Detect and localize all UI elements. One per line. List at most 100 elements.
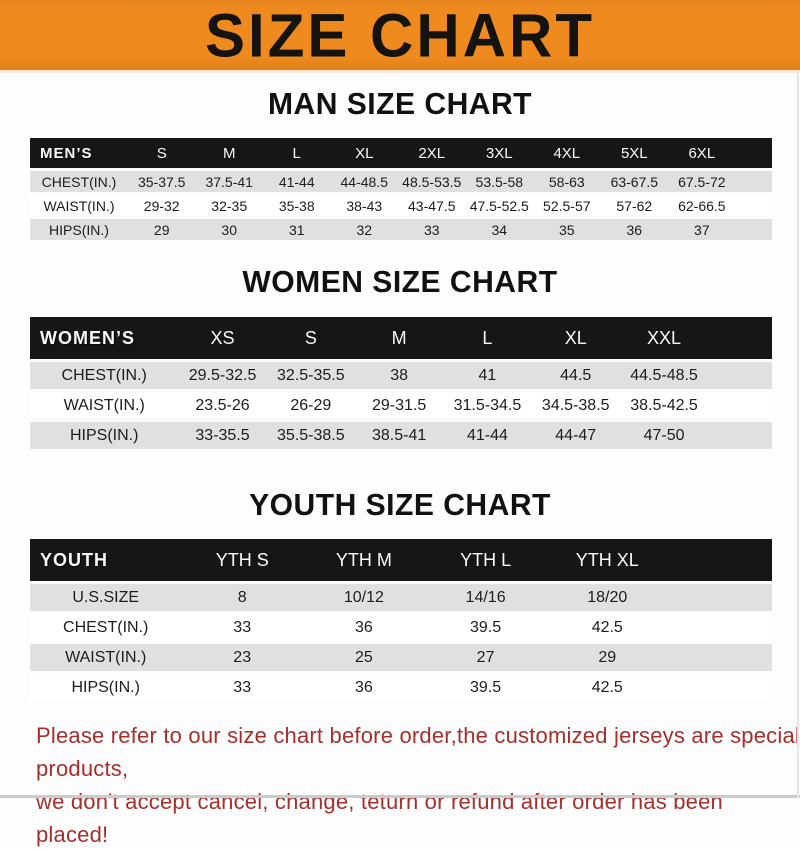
row-label: CHEST(IN.)	[63, 618, 149, 636]
size-col-header: XL	[355, 144, 374, 162]
men-chest-row: CHEST(IN.) 35-37.5 37.5-41 41-44 44-48.5…	[30, 171, 772, 192]
size-cell: 41	[478, 366, 497, 384]
size-cell: 35-37.5	[137, 173, 186, 190]
size-col-header: YTH L	[460, 549, 512, 570]
spacer-cell	[708, 317, 772, 359]
row-label: WAIST(IN.)	[63, 396, 145, 414]
size-cell: 39.5	[470, 618, 502, 636]
row-label: WAIST(IN.)	[43, 197, 115, 214]
men-section-heading: MAN SIZE CHART	[267, 86, 533, 121]
youth-table-title: YOUTH	[40, 549, 108, 570]
size-cell: 42.5	[591, 618, 623, 636]
size-cell: 33	[233, 618, 252, 636]
size-col-header: 2XL	[418, 144, 446, 162]
size-cell: 53.5-58	[475, 173, 524, 190]
size-cell: 18/20	[587, 588, 628, 606]
women-chest-row: CHEST(IN.) 29.5-32.5 32.5-35.5 38 41 44.…	[30, 362, 772, 389]
men-table-header-row: MEN’S S M L XL 2XL 3XL 4XL 5XL 6XL	[30, 138, 772, 168]
row-label: WAIST(IN.)	[65, 648, 147, 666]
size-col-header: 5XL	[620, 144, 648, 162]
spacer-cell	[668, 584, 772, 611]
size-cell: 52.5-57	[543, 197, 591, 214]
youth-waist-row: WAIST(IN.) 23 25 27 29	[30, 644, 772, 671]
row-label: CHEST(IN.)	[41, 173, 117, 190]
youth-hips-row: HIPS(IN.) 33 36 39.5 42.5	[30, 674, 772, 701]
size-col-header: L	[292, 144, 301, 162]
size-cell: 35	[559, 221, 575, 238]
size-cell: 31	[288, 221, 305, 238]
size-col-header: S	[304, 327, 317, 348]
size-cell: 48.5-53.5	[402, 173, 462, 190]
size-col-header: XL	[564, 327, 587, 348]
size-cell: 32-35	[211, 197, 248, 214]
size-cell: 67.5-72	[678, 173, 726, 190]
size-cell: 8	[237, 588, 247, 606]
size-cell: 33-35.5	[195, 426, 250, 444]
size-cell: 14/16	[465, 588, 506, 606]
bottom-edge-line	[0, 795, 800, 798]
women-size-table: WOMEN’S XS S M L XL XXL CHEST(IN.) 29.5-…	[30, 314, 772, 452]
size-cell: 47.5-52.5	[469, 197, 529, 214]
size-col-header: YTH M	[335, 549, 392, 570]
size-cell: 44.5-48.5	[630, 366, 698, 384]
men-hips-row: HIPS(IN.) 29 30 31 32 33 34 35 36 37	[30, 219, 772, 240]
row-label: HIPS(IN.)	[49, 221, 109, 238]
size-cell: 62-66.5	[678, 197, 726, 214]
size-col-header: 4XL	[553, 144, 581, 162]
size-cell: 63-67.5	[610, 173, 659, 190]
women-section-heading: WOMEN SIZE CHART	[242, 264, 558, 299]
size-cell: 43-47.5	[408, 197, 456, 214]
size-cell: 35.5-38.5	[277, 426, 345, 444]
size-cell: 37.5-41	[205, 173, 253, 190]
size-cell: 57-62	[616, 197, 653, 214]
size-cell: 33	[233, 678, 252, 696]
size-col-header: XS	[210, 327, 235, 348]
size-cell: 44-48.5	[340, 173, 388, 190]
size-cell: 58-63	[548, 173, 585, 190]
men-size-table: MEN’S S M L XL 2XL 3XL 4XL 5XL 6XL CHEST…	[30, 135, 772, 243]
size-cell: 29	[598, 648, 617, 666]
spacer-cell	[668, 644, 772, 671]
size-cell: 44.5	[560, 366, 592, 384]
spacer-cell	[736, 171, 772, 192]
disclaimer-line-1: Please refer to our size chart before or…	[36, 723, 800, 781]
size-cell: 29.5-32.5	[188, 366, 257, 384]
size-cell: 35-38	[278, 197, 315, 214]
size-col-header: XXL	[647, 327, 682, 348]
spacer-cell	[708, 392, 772, 419]
disclaimer-note: Please refer to our size chart before or…	[0, 719, 800, 851]
size-cell: 10/12	[343, 588, 384, 606]
spacer-cell	[668, 614, 772, 641]
size-cell: 36	[354, 618, 373, 636]
women-table-title: WOMEN’S	[40, 327, 135, 348]
women-hips-row: HIPS(IN.) 33-35.5 35.5-38.5 38.5-41 41-4…	[30, 422, 772, 449]
size-cell: 36	[626, 221, 643, 238]
size-cell: 37	[694, 221, 710, 238]
size-cell: 38.5-41	[372, 426, 427, 444]
spacer-cell	[668, 539, 772, 581]
size-col-header: M	[391, 327, 407, 348]
size-cell: 33	[423, 221, 440, 238]
size-cell: 41-44	[466, 426, 508, 444]
size-col-header: M	[222, 144, 236, 162]
youth-section-heading: YOUTH SIZE CHART	[249, 487, 551, 522]
youth-table-header-row: YOUTH YTH S YTH M YTH L YTH XL	[30, 539, 772, 581]
size-cell: 44-47	[555, 426, 597, 444]
size-cell: 47-50	[643, 426, 685, 444]
size-cell: 32.5-35.5	[277, 366, 345, 384]
row-label: HIPS(IN.)	[71, 678, 140, 696]
size-cell: 34.5-38.5	[541, 396, 610, 414]
size-chart-banner: SIZE CHART	[0, 0, 800, 73]
row-label: HIPS(IN.)	[69, 426, 139, 444]
spacer-cell	[736, 138, 772, 168]
size-col-header: S	[156, 144, 167, 162]
size-cell: 38-43	[346, 197, 383, 214]
size-cell: 30	[221, 221, 237, 238]
size-cell: 42.5	[591, 678, 623, 696]
size-cell: 34	[491, 221, 508, 238]
size-cell: 29-32	[143, 197, 180, 214]
spacer-cell	[736, 219, 772, 240]
size-cell: 23	[233, 648, 252, 666]
size-cell: 25	[354, 648, 373, 666]
right-edge-line	[797, 73, 799, 798]
